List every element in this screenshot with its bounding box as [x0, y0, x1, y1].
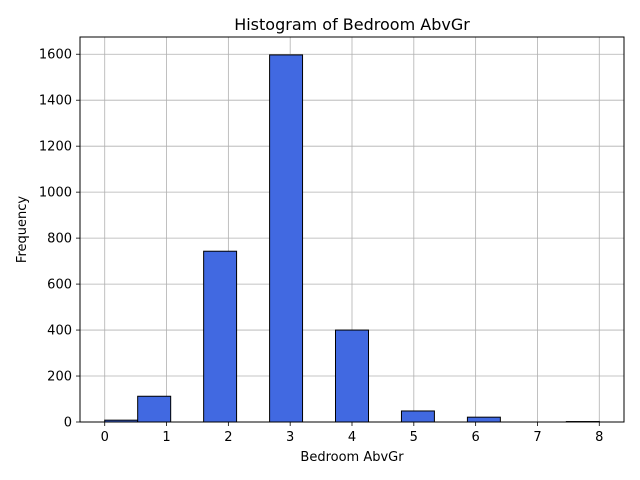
y-tick-label: 400 [47, 324, 72, 339]
y-tick-label: 200 [47, 370, 72, 385]
bars [104, 54, 600, 423]
y-tick-label: 1200 [39, 140, 72, 155]
x-tick-label: 7 [533, 430, 541, 445]
x-tick-label: 2 [224, 430, 232, 445]
x-tick-label: 0 [101, 430, 109, 445]
histogram-bar [466, 416, 501, 423]
y-tick-label: 600 [47, 278, 72, 293]
histogram-bar [334, 329, 370, 423]
y-tick-label: 800 [47, 232, 72, 247]
histogram-bar [400, 410, 435, 423]
x-tick-label: 8 [595, 430, 603, 445]
x-axis-label: Bedroom AbvGr [300, 450, 404, 465]
x-tick-label: 6 [471, 430, 479, 445]
histogram-bar [203, 250, 238, 423]
x-tick-label: 4 [348, 430, 356, 445]
y-tick-label: 1400 [39, 94, 72, 109]
axis-ticks: 0 1 2 3 4 5 6 7 8 0 200 400 600 800 1000 1200 1400 1600 [39, 48, 604, 445]
histogram-bar [137, 395, 172, 423]
y-tick-label: 1600 [39, 48, 72, 63]
x-tick-label: 5 [410, 430, 418, 445]
y-tick-label: 0 [64, 416, 72, 431]
histogram-bar [269, 54, 304, 423]
x-tick-label: 3 [286, 430, 294, 445]
chart-title: Histogram of Bedroom AbvGr [234, 15, 470, 34]
y-axis-label: Frequency [15, 196, 30, 263]
y-tick-label: 1000 [39, 186, 72, 201]
x-tick-label: 1 [162, 430, 170, 445]
